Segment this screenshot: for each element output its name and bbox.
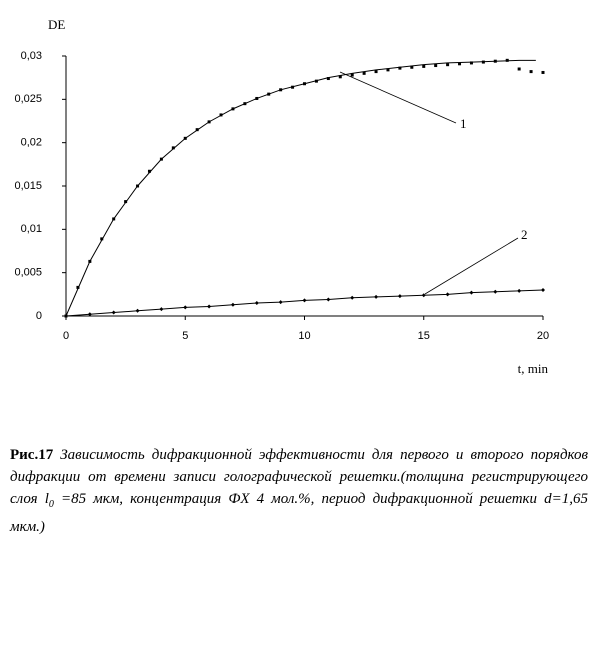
marker <box>469 61 473 65</box>
x-tick-label: 20 <box>537 330 549 342</box>
caption: Рис.17 Зависимость дифракционной эффекти… <box>10 444 588 538</box>
marker <box>171 146 175 150</box>
y-tick-label: 0,005 <box>14 267 42 279</box>
marker <box>517 67 521 71</box>
caption-text: Зависимость дифракционной эффективности … <box>10 447 588 507</box>
marker <box>124 200 128 204</box>
leader-line <box>424 237 519 295</box>
marker <box>386 68 390 72</box>
marker <box>446 63 450 67</box>
marker <box>326 297 331 302</box>
marker <box>362 71 366 75</box>
marker <box>338 75 342 79</box>
chart: DE t, min 1 2 0 0,005 0,01 0,015 0,02 0,025 0,… <box>14 17 549 376</box>
marker <box>529 70 533 74</box>
marker <box>147 169 151 173</box>
y-axis-label: DE <box>48 17 65 32</box>
y-tick-label: 0,01 <box>21 223 42 235</box>
marker <box>76 285 80 289</box>
x-tick-label: 0 <box>63 330 69 342</box>
marker <box>207 304 212 309</box>
marker <box>541 288 545 292</box>
marker <box>302 298 307 303</box>
annotation: 2 <box>521 227 528 242</box>
marker <box>421 293 426 298</box>
y-tick-label: 0,02 <box>21 137 42 149</box>
leader-line <box>339 71 457 124</box>
caption-text: =85 мкм, концентрация ФХ 4 мол.%, период… <box>10 491 588 535</box>
marker <box>87 312 92 317</box>
marker <box>374 70 378 74</box>
marker <box>397 294 402 299</box>
marker <box>434 64 438 68</box>
marker <box>350 73 354 77</box>
line <box>65 59 536 317</box>
y-tick-label: 0 <box>36 310 42 322</box>
marker <box>64 314 68 318</box>
x-tick-label: 10 <box>298 330 310 342</box>
marker <box>230 302 235 307</box>
marker <box>111 310 116 315</box>
x-axis-label: t, min <box>518 361 549 376</box>
marker <box>135 308 140 313</box>
x-tick-label: 15 <box>418 330 430 342</box>
annotation: 1 <box>460 116 467 131</box>
marker <box>445 292 450 297</box>
y-tick-label: 0,03 <box>21 50 42 62</box>
y-tick-label: 0,025 <box>14 93 42 105</box>
marker <box>493 289 498 294</box>
marker <box>398 66 402 70</box>
caption-symbol: l <box>44 491 49 507</box>
marker <box>541 70 545 74</box>
marker <box>350 295 355 300</box>
marker <box>422 64 426 68</box>
marker <box>254 301 259 305</box>
caption-label: Рис.17 <box>10 447 54 463</box>
x-tick-label: 5 <box>182 330 188 342</box>
marker <box>159 307 164 312</box>
marker <box>183 305 188 310</box>
caption-subscript: 0 <box>48 499 54 510</box>
marker <box>458 62 462 66</box>
marker <box>469 290 474 295</box>
marker <box>278 300 283 305</box>
marker <box>374 294 379 299</box>
marker <box>410 65 414 69</box>
marker <box>100 237 104 241</box>
marker <box>326 77 330 81</box>
y-tick-label: 0,015 <box>14 180 42 192</box>
marker <box>517 288 522 293</box>
